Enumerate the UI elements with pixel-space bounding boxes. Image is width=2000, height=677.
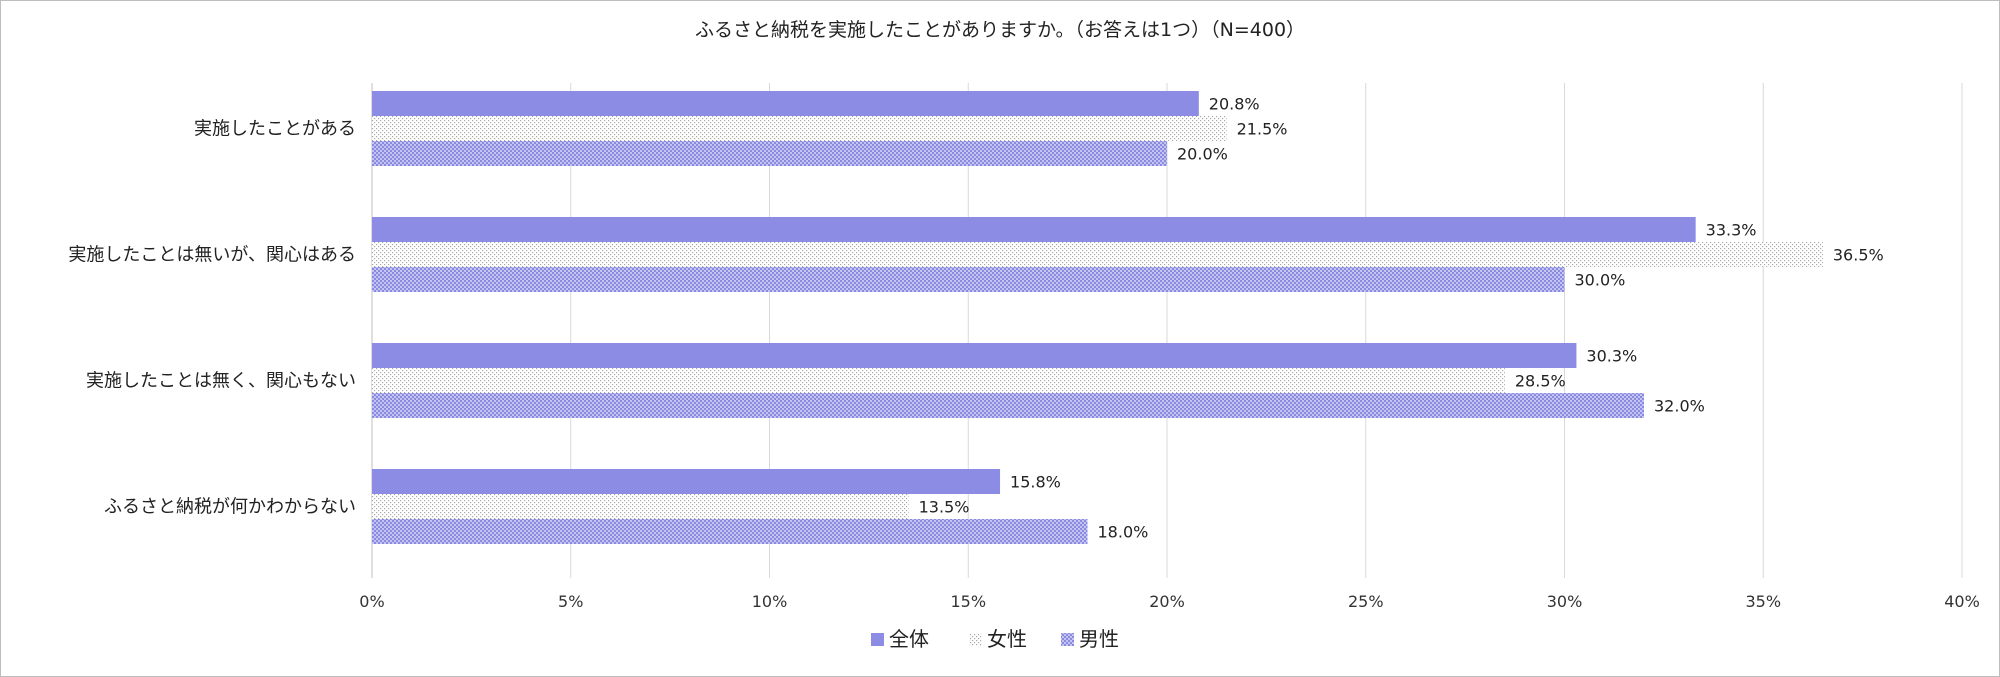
- legend-label: 全体: [889, 627, 929, 651]
- data-label: 36.5%: [1833, 246, 1884, 265]
- data-label: 13.5%: [919, 498, 970, 517]
- bar-layer: [372, 91, 1823, 544]
- category-layer: 実施したことがある実施したことは無いが、関心はある実施したことは無く、関心もない…: [68, 119, 356, 518]
- data-label: 33.3%: [1706, 221, 1757, 240]
- data-label: 28.5%: [1515, 372, 1566, 391]
- x-tick-label: 10%: [752, 592, 788, 611]
- bar-全体: [372, 469, 1001, 494]
- category-label: 実施したことがある: [194, 119, 356, 140]
- bar-全体: [372, 217, 1696, 242]
- data-label: 30.0%: [1575, 271, 1626, 290]
- x-tick-label: 40%: [1944, 592, 1980, 611]
- data-label: 18.0%: [1098, 523, 1149, 542]
- bar-全体: [372, 91, 1199, 116]
- bar-男性: [372, 141, 1167, 166]
- x-tick-label: 25%: [1348, 592, 1384, 611]
- data-label: 15.8%: [1010, 473, 1061, 492]
- legend: 全体 女性 男性: [871, 627, 1119, 651]
- data-label: 21.5%: [1237, 120, 1288, 139]
- x-tick-label: 5%: [558, 592, 583, 611]
- legend-label: 男性: [1079, 627, 1119, 651]
- bar-男性: [372, 519, 1088, 544]
- bar-女性: [372, 368, 1505, 393]
- category-label: ふるさと納税が何かわからない: [104, 497, 356, 518]
- chart-title: ふるさと納税を実施したことがありますか。（お答えは1つ）（N=400）: [695, 19, 1305, 41]
- bar-女性: [372, 494, 909, 519]
- category-label: 実施したことは無いが、関心はある: [68, 245, 356, 266]
- bar-男性: [372, 267, 1565, 292]
- x-tick-label: 15%: [950, 592, 986, 611]
- data-label: 20.0%: [1177, 145, 1228, 164]
- legend-swatch: [1061, 633, 1074, 646]
- legend-label: 女性: [987, 627, 1027, 651]
- bar-全体: [372, 343, 1577, 368]
- bar-女性: [372, 116, 1227, 141]
- data-label: 30.3%: [1586, 347, 1637, 366]
- tick-layer: 0% 5% 10% 15% 20% 25% 30% 35% 40%: [359, 592, 1979, 611]
- bar-男性: [372, 393, 1644, 418]
- data-label: 32.0%: [1654, 397, 1705, 416]
- legend-swatch: [871, 633, 884, 646]
- legend-swatch: [969, 633, 982, 646]
- x-tick-label: 30%: [1547, 592, 1583, 611]
- data-label: 20.8%: [1209, 95, 1260, 114]
- category-label: 実施したことは無く、関心もない: [86, 371, 356, 392]
- label-layer: 20.8% 21.5% 20.0% 33.3% 36.5% 30.0% 30.3% 28.5%…: [919, 95, 1884, 542]
- bar-女性: [372, 242, 1823, 267]
- x-tick-label: 20%: [1149, 592, 1185, 611]
- x-tick-label: 35%: [1745, 592, 1781, 611]
- x-tick-label: 0%: [359, 592, 384, 611]
